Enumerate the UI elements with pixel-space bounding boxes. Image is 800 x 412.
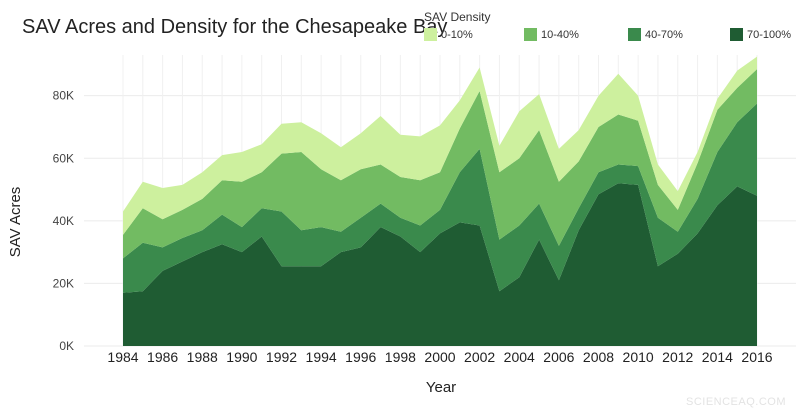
watermark: SCIENCEAQ.COM (685, 396, 786, 408)
x-tick-label: 2012 (662, 349, 693, 365)
x-tick-label: 2008 (583, 349, 614, 365)
y-tick-label: 60K (53, 151, 74, 165)
series-area-70-100pct (123, 183, 757, 346)
legend-swatch (628, 28, 641, 41)
legend: SAV Density 0-10% 10-40% 40-70% 70-100% (424, 10, 794, 48)
legend-swatch (730, 28, 743, 41)
x-tick-label: 2006 (543, 349, 574, 365)
legend-swatch (424, 28, 437, 41)
x-tick-label: 1992 (266, 349, 297, 365)
y-axis-label: SAV Acres (7, 187, 24, 258)
x-tick-label: 2014 (702, 349, 733, 365)
x-tick-label: 1990 (226, 349, 257, 365)
legend-item: 10-40% (524, 28, 579, 41)
legend-item: 40-70% (628, 28, 683, 41)
x-axis-label: Year (426, 379, 456, 396)
area-series (123, 56, 757, 346)
series-area-0-10pct (123, 56, 757, 235)
legend-item: 70-100% (730, 28, 791, 41)
y-axis-ticks: 0K 20K 40K 60K 80K (53, 89, 74, 353)
y-tick-label: 0K (59, 339, 74, 353)
x-axis-ticks: 1984 1986 1988 1990 1992 1994 1996 1998 2000 2002… (107, 349, 772, 365)
x-tick-label: 1988 (187, 349, 218, 365)
x-tick-label: 1996 (345, 349, 376, 365)
legend-label: 70-100% (747, 28, 792, 41)
legend-title: SAV Density (424, 10, 491, 24)
legend-item: 0-10% (424, 28, 473, 41)
x-tick-label: 2016 (741, 349, 772, 365)
legend-label: 10-40% (541, 28, 579, 41)
x-tick-label: 1998 (385, 349, 416, 365)
x-tick-label: 2000 (424, 349, 455, 365)
legend-items: 0-10% 10-40% 40-70% 70-100% (424, 28, 794, 48)
x-tick-label: 2004 (504, 349, 535, 365)
x-tick-label: 2010 (623, 349, 654, 365)
series-area-10-40pct (123, 69, 757, 259)
legend-label: 0-10% (441, 28, 473, 41)
y-tick-label: 80K (53, 89, 74, 103)
legend-label: 40-70% (645, 28, 683, 41)
chart-title: SAV Acres and Density for the Chesapeake… (22, 16, 448, 38)
x-tick-label: 1994 (306, 349, 337, 365)
legend-swatch (524, 28, 537, 41)
y-tick-label: 40K (53, 214, 74, 228)
y-tick-label: 20K (53, 276, 74, 290)
x-tick-label: 1986 (147, 349, 178, 365)
x-tick-label: 1984 (107, 349, 138, 365)
x-tick-label: 2002 (464, 349, 495, 365)
series-area-40-70pct (123, 103, 757, 293)
